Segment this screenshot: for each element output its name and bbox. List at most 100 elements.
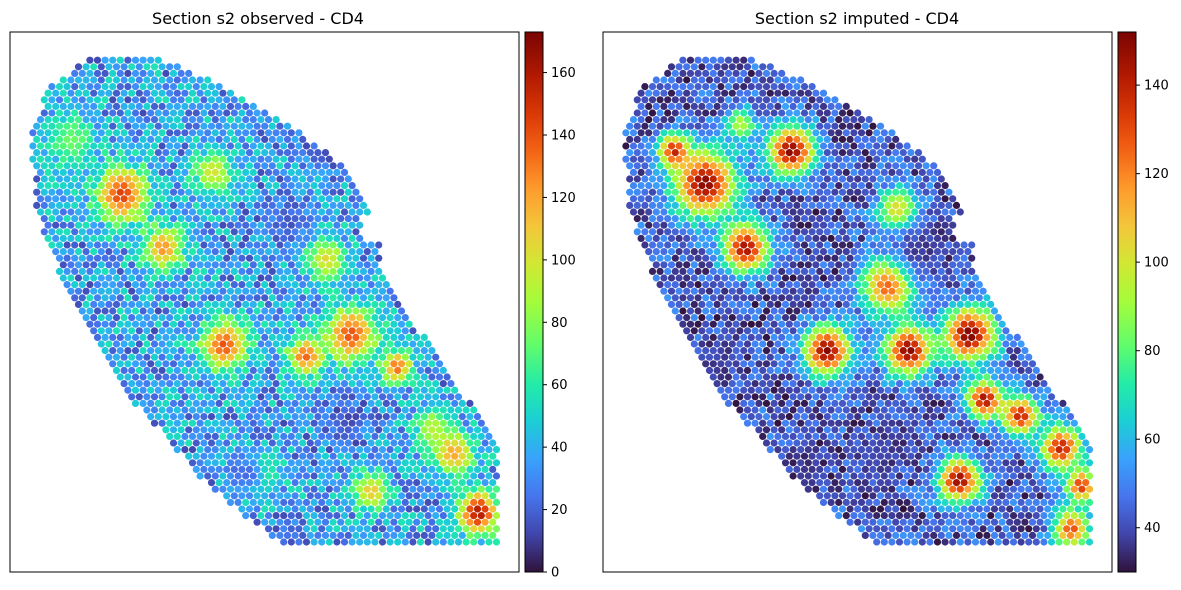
spot bbox=[686, 175, 695, 183]
spot bbox=[154, 109, 162, 117]
spot bbox=[899, 294, 907, 302]
spot bbox=[899, 386, 907, 394]
spot bbox=[949, 393, 957, 401]
spot bbox=[314, 149, 322, 157]
spot bbox=[295, 261, 303, 269]
spot bbox=[363, 366, 371, 374]
spot bbox=[846, 215, 854, 223]
spot bbox=[481, 518, 489, 526]
spot bbox=[842, 366, 850, 374]
spot bbox=[306, 360, 314, 368]
spot bbox=[131, 241, 140, 249]
spot bbox=[1025, 393, 1033, 401]
spot bbox=[63, 135, 71, 143]
spot bbox=[861, 347, 869, 355]
spot bbox=[968, 294, 976, 302]
spot bbox=[698, 248, 706, 256]
spot bbox=[998, 386, 1006, 394]
spot bbox=[318, 168, 326, 176]
spot bbox=[394, 366, 402, 374]
spot bbox=[390, 386, 398, 394]
spot bbox=[759, 300, 767, 308]
spot bbox=[344, 452, 352, 460]
spot bbox=[709, 307, 717, 315]
spot bbox=[318, 261, 326, 269]
spot bbox=[116, 149, 124, 157]
spot bbox=[112, 116, 121, 124]
spot bbox=[705, 208, 714, 216]
spot bbox=[785, 96, 793, 104]
spot bbox=[363, 446, 371, 454]
spot bbox=[869, 399, 877, 407]
spot bbox=[401, 525, 409, 533]
spot bbox=[736, 314, 744, 322]
spot bbox=[861, 320, 869, 328]
spot bbox=[705, 274, 714, 282]
spot bbox=[994, 327, 1002, 335]
spot bbox=[264, 168, 273, 176]
spot bbox=[819, 182, 828, 190]
spot bbox=[873, 353, 881, 361]
spot bbox=[249, 511, 257, 520]
spot bbox=[268, 307, 276, 315]
spot bbox=[150, 300, 159, 308]
spot bbox=[831, 175, 839, 183]
spot bbox=[272, 142, 280, 150]
spot bbox=[71, 69, 79, 77]
spot bbox=[90, 327, 98, 335]
spot bbox=[116, 162, 124, 170]
spot bbox=[128, 155, 136, 163]
spot bbox=[846, 241, 854, 249]
spot bbox=[33, 175, 41, 183]
spot bbox=[781, 142, 790, 150]
spot bbox=[318, 327, 326, 335]
spot bbox=[884, 267, 892, 275]
spot bbox=[816, 96, 824, 104]
spot bbox=[835, 261, 843, 269]
spot bbox=[120, 221, 128, 229]
spot bbox=[968, 333, 976, 341]
spot bbox=[823, 347, 831, 355]
spot bbox=[131, 347, 140, 355]
spot bbox=[162, 69, 170, 77]
spot bbox=[340, 419, 349, 427]
spot bbox=[90, 89, 98, 97]
spot bbox=[462, 459, 470, 467]
spot bbox=[842, 327, 850, 335]
spot bbox=[728, 300, 736, 308]
spot bbox=[933, 327, 942, 335]
spot bbox=[116, 69, 124, 77]
spot bbox=[1002, 393, 1010, 401]
spot bbox=[937, 175, 945, 183]
spot bbox=[120, 116, 128, 124]
spot bbox=[215, 201, 223, 209]
spot bbox=[215, 109, 223, 117]
spot bbox=[234, 393, 242, 401]
spot bbox=[139, 294, 147, 302]
spot bbox=[188, 248, 197, 256]
spot bbox=[325, 314, 333, 322]
spot bbox=[420, 479, 428, 487]
spot bbox=[306, 492, 314, 500]
spot bbox=[401, 406, 409, 414]
spot bbox=[728, 63, 736, 71]
spot bbox=[751, 380, 759, 388]
spot bbox=[268, 267, 276, 275]
spot bbox=[352, 386, 360, 394]
spot bbox=[55, 201, 64, 209]
spot bbox=[295, 406, 303, 414]
spot bbox=[135, 353, 143, 361]
spot bbox=[804, 234, 812, 242]
spot bbox=[306, 439, 314, 447]
spot bbox=[865, 406, 873, 414]
spot bbox=[675, 102, 683, 110]
spot bbox=[899, 228, 907, 236]
spot bbox=[196, 248, 204, 256]
spot bbox=[990, 320, 999, 328]
spot bbox=[926, 195, 934, 203]
spot bbox=[888, 155, 896, 163]
spot bbox=[63, 267, 71, 275]
spot bbox=[261, 505, 269, 513]
spot bbox=[473, 531, 482, 540]
spot bbox=[378, 366, 387, 374]
